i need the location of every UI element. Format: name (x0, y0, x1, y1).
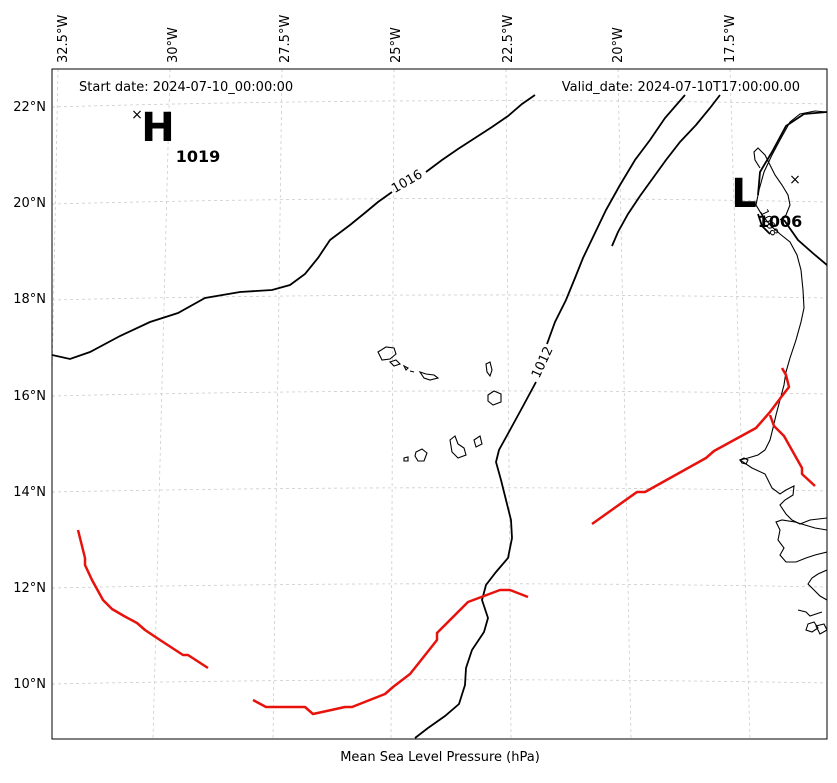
island-santiago (449, 435, 467, 459)
parallel-16 (52, 390, 827, 397)
island-santo-antao (377, 346, 397, 361)
meridian-20 (617, 69, 632, 739)
island-brava (403, 456, 409, 462)
low-center-marker: × (789, 172, 801, 188)
island-sao-vicente (388, 359, 402, 367)
start-date-label: Start date: 2024-07-10_00:00:00 (79, 80, 293, 95)
isobar-1016 (52, 94, 536, 360)
lon-label-30: 30°W (166, 27, 181, 63)
parallel-10 (52, 679, 827, 685)
isobar-1012 (414, 94, 686, 739)
cape-verde-islands (377, 346, 502, 462)
island-sao-nicolau (409, 370, 440, 381)
map-frame (51, 68, 828, 740)
parallel-22 (52, 100, 827, 108)
high-pressure-center: × H 1019 (131, 105, 220, 166)
lat-label-22: 22°N (13, 100, 46, 115)
low-pressure-center: × L 1006 (731, 171, 802, 231)
gridlines (52, 69, 827, 739)
latitude-labels: 22°N 20°N 18°N 16°N 14°N 12°N 10°N (13, 100, 46, 692)
meridian-30 (152, 69, 171, 739)
bissagos-islands (797, 609, 827, 635)
parallel-20 (52, 198, 827, 205)
lon-label-32-5: 32.5°W (56, 15, 71, 63)
lon-label-20: 20°W (611, 27, 626, 63)
high-letter: H (141, 105, 174, 151)
meridian-22-5 (505, 69, 512, 739)
valid-date-label: Valid_date: 2024-07-10T17:00:00.00 (562, 80, 800, 95)
meridian-27-5 (272, 69, 283, 739)
west-sahara-coast (753, 147, 791, 221)
dakar-peninsula (739, 457, 749, 465)
isobars (52, 94, 827, 739)
lat-label-16: 16°N (13, 389, 46, 404)
fronts (76, 367, 816, 716)
front-east-branch (768, 414, 816, 487)
low-value: 1006 (758, 212, 803, 231)
lon-label-17-5: 17.5°W (723, 15, 738, 63)
low-letter: L (731, 171, 757, 217)
lat-label-18: 18°N (13, 292, 46, 307)
map-area (52, 69, 827, 739)
island-maio (473, 435, 483, 448)
high-center-marker: × (131, 107, 143, 123)
high-value: 1019 (176, 147, 221, 166)
guinea-coast (775, 519, 827, 563)
lat-label-14: 14°N (13, 485, 46, 500)
parallel-18 (52, 294, 827, 301)
lat-label-10: 10°N (13, 677, 46, 692)
island-boa-vista (487, 390, 502, 406)
longitude-labels: 32.5°W 30°W 27.5°W 25°W 22.5°W 20°W 17.5… (56, 15, 738, 63)
lon-label-25: 25°W (389, 27, 404, 63)
meridian-25 (390, 69, 395, 739)
island-fogo (414, 448, 428, 462)
front-east (591, 367, 791, 526)
lon-label-27-5: 27.5°W (278, 15, 293, 63)
lat-label-20: 20°N (13, 196, 46, 211)
island-sal (485, 361, 493, 378)
isobar-outer-low (611, 94, 721, 247)
lat-label-12: 12°N (13, 581, 46, 596)
front-south (252, 588, 529, 716)
isobar-1008 (757, 111, 827, 235)
map-caption: Mean Sea Level Pressure (hPa) (340, 750, 540, 765)
sierra-leone-coast (807, 569, 827, 601)
front-west (76, 529, 209, 670)
parallel-12 (52, 583, 827, 589)
island-santa-luzia (402, 364, 409, 371)
isobar-east (783, 219, 827, 266)
lon-label-22-5: 22.5°W (501, 15, 516, 63)
meridian-17-5 (729, 69, 751, 739)
parallel-14 (52, 487, 827, 493)
